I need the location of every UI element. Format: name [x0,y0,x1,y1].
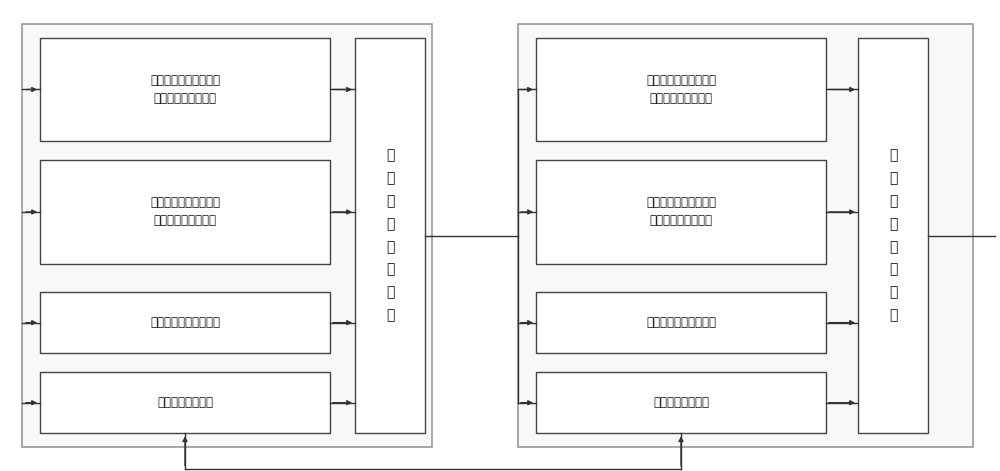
Text: 第二钙离子通道打开概
率的稳态值计算电路: 第二钙离子通道打开概 率的稳态值计算电路 [646,196,716,227]
Bar [536,372,826,433]
Text: 第一时滞耦合电路: 第一时滞耦合电路 [157,396,213,409]
Text: 第一钾离子通道打开概
率的稳态值计算电路: 第一钾离子通道打开概 率的稳态值计算电路 [150,74,220,105]
Bar [40,38,330,141]
Bar [40,160,330,264]
Bar [40,372,330,433]
Bar [536,292,826,353]
Bar [40,292,330,353]
Bar [355,38,425,433]
Bar [22,24,432,447]
Bar [536,160,826,264]
Text: 第
一
神
经
元
主
电
路: 第 一 神 经 元 主 电 路 [386,149,394,322]
Bar [536,38,826,141]
Text: 第二时滞耦合电路: 第二时滞耦合电路 [653,396,709,409]
Text: 第一激活时间常数电路: 第一激活时间常数电路 [150,316,220,329]
Text: 第二激活时间常数电路: 第二激活时间常数电路 [646,316,716,329]
Bar [518,24,973,447]
Text: 第二钾离子通道打开概
率的稳态值计算电路: 第二钾离子通道打开概 率的稳态值计算电路 [646,74,716,105]
Text: 第
二
神
经
元
主
电
路: 第 二 神 经 元 主 电 路 [889,149,897,322]
Text: 第一钙离子通道打开概
率的稳态值计算电路: 第一钙离子通道打开概 率的稳态值计算电路 [150,196,220,227]
Bar [858,38,928,433]
